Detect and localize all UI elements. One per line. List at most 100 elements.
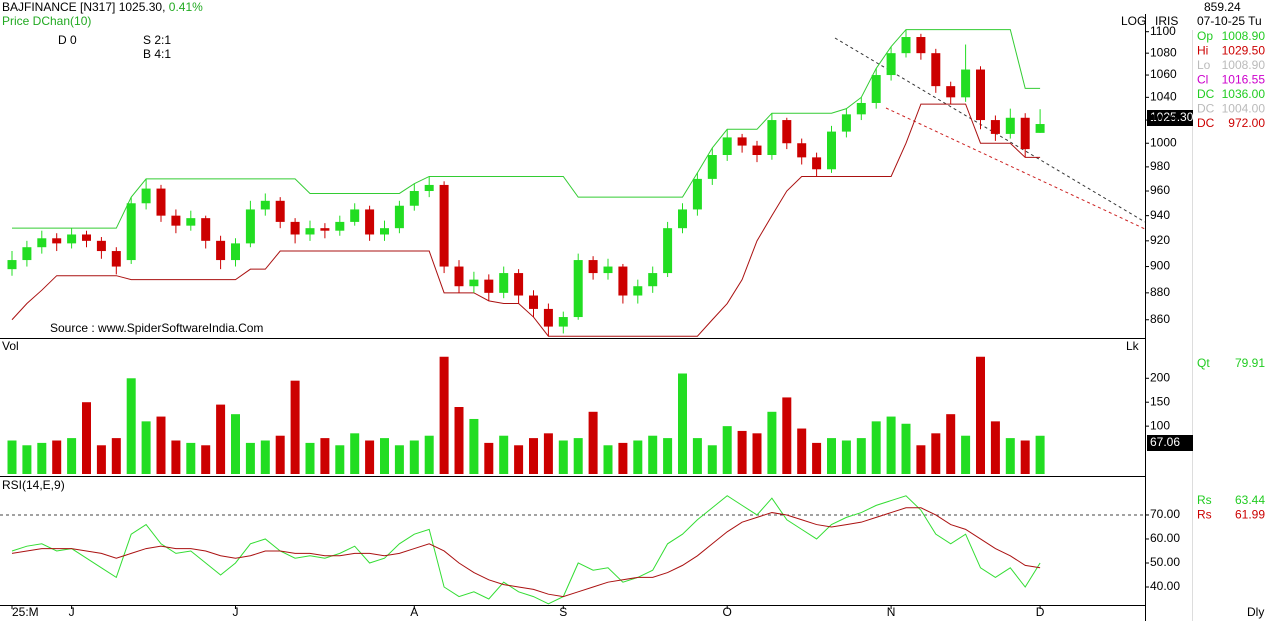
volume-bar bbox=[633, 440, 643, 474]
candle-body bbox=[320, 228, 330, 231]
volume-bar bbox=[901, 423, 911, 474]
candle-body bbox=[245, 209, 255, 244]
volume-bar bbox=[7, 440, 17, 474]
volume-bar bbox=[350, 433, 360, 474]
volume-bar bbox=[82, 402, 91, 474]
info-label: DC bbox=[1197, 87, 1215, 101]
volume-bar bbox=[871, 421, 881, 474]
volume-bar bbox=[767, 411, 777, 474]
volume-bar bbox=[782, 397, 792, 474]
info-label: DC bbox=[1197, 116, 1215, 130]
candle-body bbox=[52, 238, 62, 244]
x-tick-label: J bbox=[69, 605, 75, 619]
volume-bar bbox=[663, 438, 673, 474]
candle-body bbox=[171, 215, 181, 226]
candle-body bbox=[543, 308, 553, 327]
volume-bar bbox=[1035, 435, 1045, 474]
y-tick-label: 1060 bbox=[1150, 67, 1177, 81]
volume-bar bbox=[1005, 438, 1015, 474]
y-tick-label: 150 bbox=[1150, 394, 1170, 408]
candle-body bbox=[424, 184, 434, 192]
candle-body bbox=[380, 228, 389, 235]
volume-bar bbox=[573, 438, 583, 474]
note: S 2:1 bbox=[143, 33, 171, 47]
volume-bar bbox=[52, 440, 62, 474]
info-label: Qt bbox=[1197, 356, 1210, 370]
volume-bar bbox=[856, 438, 866, 474]
candle-body bbox=[1020, 117, 1030, 150]
candle-body bbox=[976, 69, 985, 121]
info-value: 63.44 bbox=[1235, 493, 1265, 507]
candle-body bbox=[618, 266, 628, 296]
candle-body bbox=[141, 188, 151, 204]
candle-body bbox=[201, 218, 211, 241]
volume-bar bbox=[797, 428, 807, 474]
info-value: 1008.90 bbox=[1222, 58, 1266, 72]
candle-body bbox=[886, 53, 896, 76]
y-tick-label: 40.00 bbox=[1150, 579, 1180, 593]
candle-body bbox=[484, 279, 494, 293]
last-price: 1025.30 bbox=[1150, 110, 1194, 124]
candle-body bbox=[186, 218, 196, 226]
y-tick-label: 1040 bbox=[1150, 90, 1177, 104]
y-tick-label: 50.00 bbox=[1150, 555, 1180, 569]
x-tick-label: A bbox=[410, 605, 418, 619]
volume-bar bbox=[67, 438, 77, 474]
info-value: 1008.90 bbox=[1222, 29, 1266, 43]
candle-body bbox=[946, 86, 956, 98]
info-label: Rs bbox=[1197, 508, 1212, 522]
candle-body bbox=[454, 266, 464, 287]
candle-body bbox=[126, 203, 136, 261]
candle-body bbox=[275, 200, 285, 222]
candle-body bbox=[827, 131, 836, 170]
rsi-line bbox=[11, 495, 1041, 605]
y-tick-label: 860 bbox=[1150, 312, 1170, 326]
volume-bar bbox=[156, 416, 166, 474]
info-value: 1029.50 bbox=[1222, 44, 1266, 58]
candle-body bbox=[216, 240, 226, 261]
volume-bar bbox=[841, 440, 851, 474]
volume-bar bbox=[37, 442, 47, 474]
y-tick-label: 980 bbox=[1150, 159, 1170, 173]
volume-bar bbox=[827, 438, 836, 474]
volume-bar bbox=[469, 418, 479, 474]
x-tick-label: D bbox=[1036, 605, 1045, 619]
candle-body bbox=[812, 157, 822, 170]
info-value: 79.91 bbox=[1235, 356, 1265, 370]
volume-bar bbox=[588, 411, 598, 474]
volume-bar bbox=[499, 435, 509, 474]
volume-bar bbox=[22, 445, 32, 474]
volume-bar bbox=[96, 445, 106, 474]
volume-bar bbox=[1020, 440, 1030, 474]
volume-bar bbox=[171, 440, 181, 474]
y-tick-label: 60.00 bbox=[1150, 531, 1180, 545]
volume-bar bbox=[648, 435, 658, 474]
candle-body bbox=[737, 137, 747, 146]
channel-line bbox=[12, 29, 1041, 229]
candle-body bbox=[37, 238, 47, 248]
x-tick-label: N bbox=[887, 605, 896, 619]
note: B 4:1 bbox=[143, 47, 171, 61]
volume-bar bbox=[707, 445, 717, 474]
candle-body bbox=[156, 188, 166, 216]
candle-body bbox=[1035, 124, 1045, 133]
x-tick-label: S bbox=[559, 605, 567, 619]
candle-body bbox=[111, 251, 121, 267]
volume-bar bbox=[290, 380, 300, 474]
candle-body bbox=[692, 178, 702, 210]
candle-body bbox=[856, 102, 866, 115]
volume-bar bbox=[931, 433, 941, 474]
volume-bar bbox=[380, 438, 389, 474]
volume-bar bbox=[737, 430, 747, 474]
volume-bar bbox=[514, 445, 524, 474]
candle-body bbox=[588, 260, 598, 274]
change: 0.41% bbox=[169, 0, 203, 14]
candle-body bbox=[797, 143, 807, 158]
candle-body bbox=[767, 120, 777, 156]
x-tick-label: 25:M bbox=[12, 605, 39, 619]
candle-body bbox=[961, 69, 971, 98]
volume-bar bbox=[976, 356, 985, 474]
volume-bar bbox=[722, 426, 732, 474]
candle-body bbox=[439, 184, 449, 267]
